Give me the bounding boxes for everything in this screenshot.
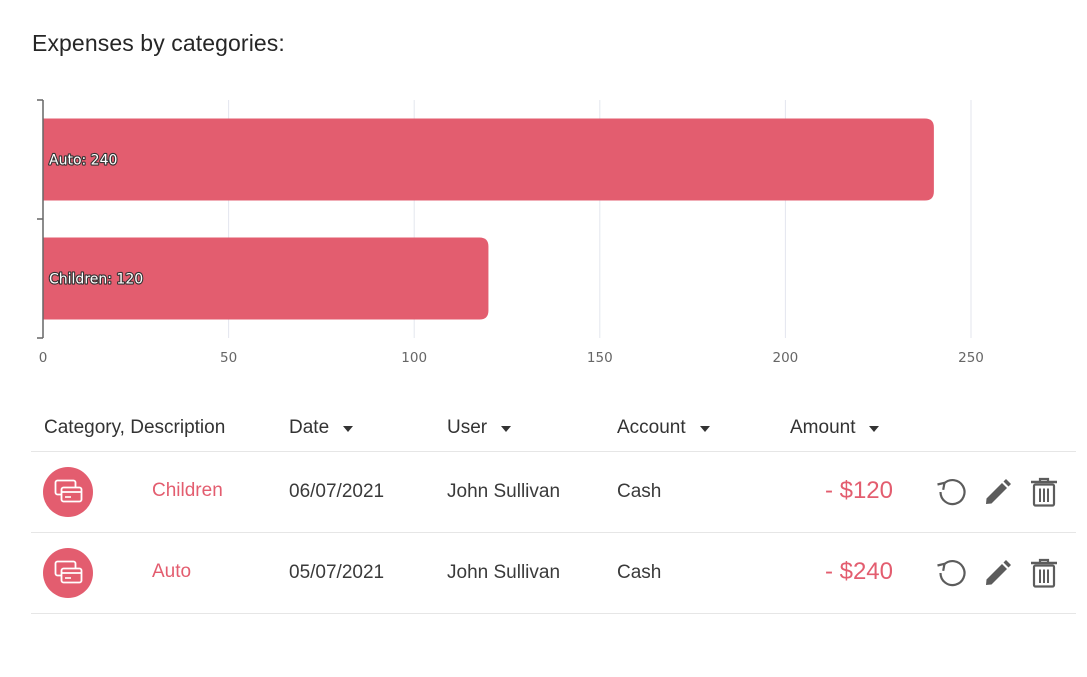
date-cell: 06/07/2021 — [289, 481, 385, 502]
pencil-icon[interactable] — [982, 557, 1014, 589]
table-row: Auto 05/07/2021 John Sullivan Cash - $24… — [31, 533, 1076, 614]
credit-card-icon — [54, 560, 83, 584]
header-date[interactable]: Date — [289, 417, 354, 439]
trash-icon[interactable] — [1028, 476, 1060, 508]
header-user[interactable]: User — [447, 417, 512, 439]
x-tick-label: 0 — [39, 350, 48, 366]
header-user-label: User — [447, 417, 488, 438]
amount-cell: - $240 — [824, 558, 893, 585]
x-tick-label: 150 — [587, 350, 613, 366]
category-label[interactable]: Children — [152, 480, 223, 501]
category-avatar — [43, 467, 93, 517]
header-category: Category, Description — [44, 417, 225, 439]
table-row: Children 06/07/2021 John Sullivan Cash -… — [31, 452, 1076, 533]
page-title: Expenses by categories: — [32, 30, 285, 56]
table-header: Category, Description Date User Account … — [31, 405, 1076, 452]
chart-bar — [43, 237, 489, 320]
account-cell: Cash — [617, 481, 662, 502]
user-cell: John Sullivan — [447, 562, 561, 583]
x-tick-label: 200 — [773, 350, 799, 366]
history-icon[interactable] — [934, 557, 966, 589]
caret-down-icon[interactable] — [869, 425, 880, 432]
x-tick-label: 50 — [220, 350, 237, 366]
header-account[interactable]: Account — [617, 417, 710, 439]
date-cell: 05/07/2021 — [289, 562, 385, 583]
header-amount[interactable]: Amount — [790, 417, 880, 439]
x-tick-label: 250 — [958, 350, 984, 366]
account-cell: Cash — [617, 562, 662, 583]
amount-cell: - $120 — [824, 477, 893, 504]
x-tick-label: 100 — [401, 350, 427, 366]
category-avatar — [43, 548, 93, 598]
caret-down-icon[interactable] — [343, 425, 354, 432]
history-icon[interactable] — [934, 476, 966, 508]
header-date-label: Date — [289, 417, 330, 438]
chart-bar — [43, 118, 934, 201]
header-category-label: Category, Description — [44, 417, 226, 438]
header-account-label: Account — [617, 417, 686, 438]
caret-down-icon[interactable] — [501, 425, 512, 432]
pencil-icon[interactable] — [982, 476, 1014, 508]
bar-data-label: Auto: 240 — [49, 153, 117, 169]
header-amount-label: Amount — [790, 417, 856, 438]
trash-icon[interactable] — [1028, 557, 1060, 589]
user-cell: John Sullivan — [447, 481, 561, 502]
caret-down-icon[interactable] — [699, 425, 710, 432]
category-label[interactable]: Auto — [152, 561, 192, 582]
credit-card-icon — [54, 479, 83, 503]
expenses-bar-chart: Auto: 240 Children: 120 0 50 100 150 200 250 — [37, 99, 984, 366]
expenses-table: Category, Description Date User Account … — [31, 405, 1076, 614]
bar-data-label: Children: 120 — [49, 272, 143, 288]
